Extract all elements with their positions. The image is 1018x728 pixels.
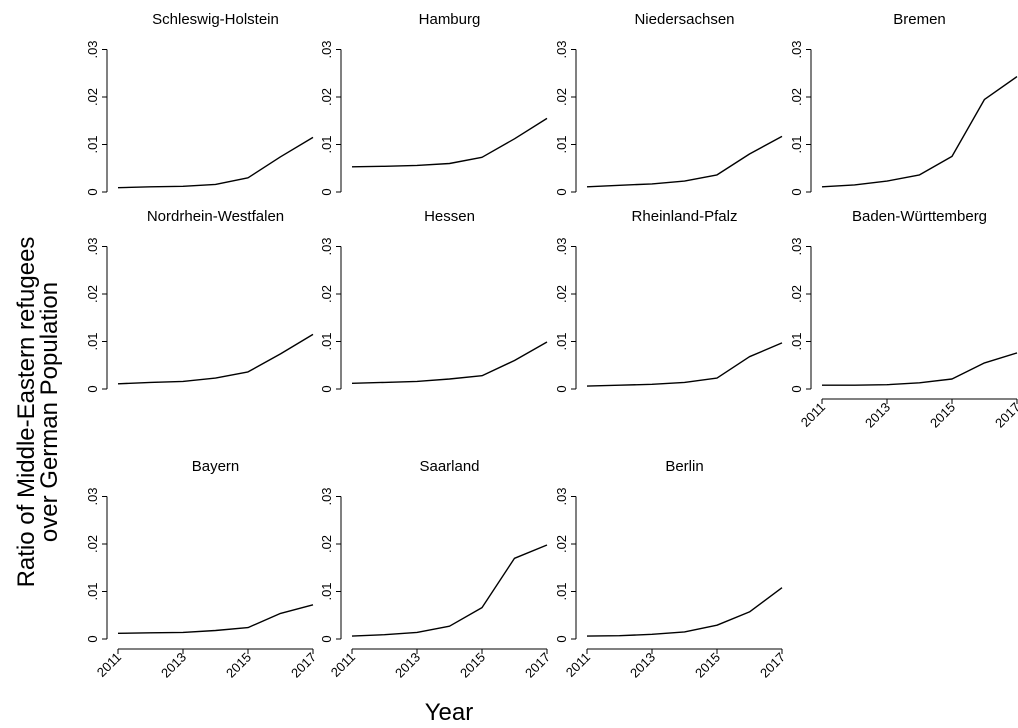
x-tick-label: 2015 <box>692 650 723 681</box>
series-line-bremen <box>821 76 1018 188</box>
y-tick-label: 0 <box>319 385 334 392</box>
y-tick-label: .01 <box>554 135 569 153</box>
x-tick-label: 2013 <box>627 650 658 681</box>
series-line-bayern <box>117 604 314 634</box>
series-line-nordrhein-westfalen <box>117 333 314 385</box>
y-tick-label: .03 <box>319 237 334 255</box>
y-tick-label: 0 <box>85 635 100 642</box>
x-tick-label: 2011 <box>328 650 358 680</box>
y-tick-label: .03 <box>554 40 569 58</box>
panel-title: Baden-Württemberg <box>852 208 987 225</box>
x-tick-label: 2017 <box>992 400 1018 431</box>
y-tick-label: 0 <box>85 188 100 195</box>
x-tick-label: 2013 <box>392 650 423 681</box>
series-line-rheinland-pfalz <box>586 342 783 387</box>
y-tick-label: .02 <box>554 88 569 106</box>
panel-title: Rheinland-Pfalz <box>632 208 738 225</box>
panel-rheinland-pfalz: Rheinland-Pfalz 0 .01 .02 .03 <box>554 208 783 393</box>
panel-title: Hamburg <box>419 11 481 28</box>
y-tick-label: .03 <box>319 40 334 58</box>
panels: Schleswig-Holstein 0 .01 .02 .03 Hamburg 0 .01.… <box>85 11 1018 681</box>
panel-hamburg: Hamburg 0 .01 .02 .03 <box>319 11 548 196</box>
panel-saarland: Saarland 0 .01 .02 .03 2011 2013 2015 2017 <box>319 458 553 681</box>
y-tick-label: .02 <box>319 535 334 553</box>
y-tick-label: .02 <box>789 285 804 303</box>
y-tick-label: 0 <box>789 385 804 392</box>
y-tick-label: .03 <box>554 487 569 505</box>
series-line-saarland <box>351 544 548 637</box>
x-tick-label: 2017 <box>522 650 553 681</box>
y-tick-label: .03 <box>319 487 334 505</box>
y-tick-label: .01 <box>85 582 100 600</box>
x-tick-label: 2017 <box>757 650 788 681</box>
panel-baden-w-rttemberg: Baden-Württemberg 0 .01 .02 .03 2011 2013 2015 2… <box>789 208 1018 431</box>
y-tick-label: .03 <box>789 237 804 255</box>
x-axis-label: Year <box>425 699 474 726</box>
y-tick-label: 0 <box>554 635 569 642</box>
y-tick-label: 0 <box>319 635 334 642</box>
y-axis-label-line-2: over German Population <box>36 282 63 542</box>
panel-title: Niedersachsen <box>634 11 734 28</box>
x-tick-label: 2015 <box>457 650 488 681</box>
panel-nordrhein-westfalen: Nordrhein-Westfalen 0 .01 .02 .03 <box>85 208 314 393</box>
x-tick-label: 2017 <box>288 650 319 681</box>
panel-hessen: Hessen 0 .01 .02 .03 <box>319 208 548 393</box>
y-tick-label: .02 <box>85 285 100 303</box>
x-tick-label: 2011 <box>94 650 124 680</box>
series-line-hamburg <box>351 117 548 168</box>
y-tick-label: .01 <box>789 332 804 350</box>
x-tick-label: 2011 <box>798 400 828 430</box>
y-tick-label: .01 <box>554 582 569 600</box>
y-axis-label-line-1: Ratio of Middle-Eastern refugees <box>13 237 40 588</box>
series-line-berlin <box>586 587 783 637</box>
series-line-baden-w-rttemberg <box>822 352 1018 386</box>
x-tick-label: 2011 <box>563 650 593 680</box>
y-tick-label: 0 <box>554 385 569 392</box>
y-tick-label: .03 <box>85 40 100 58</box>
y-tick-label: .02 <box>85 535 100 553</box>
panel-niedersachsen: Niedersachsen 0 .01 .02 .03 <box>554 11 783 196</box>
panel-bremen: Bremen 0 .01 .02 .03 <box>789 11 1018 196</box>
series-line-hessen <box>351 341 548 384</box>
y-tick-label: .02 <box>319 88 334 106</box>
panel-bayern: Bayern 0 .01 .02 .03 2011 2013 2015 2017 <box>85 458 319 681</box>
y-tick-label: .01 <box>319 135 334 153</box>
y-tick-label: 0 <box>789 188 804 195</box>
y-tick-label: .02 <box>554 285 569 303</box>
y-tick-label: .02 <box>85 88 100 106</box>
y-tick-label: .02 <box>789 88 804 106</box>
y-tick-label: .01 <box>789 135 804 153</box>
panel-title: Nordrhein-Westfalen <box>147 208 284 225</box>
y-tick-label: .01 <box>85 332 100 350</box>
x-tick-label: 2013 <box>862 400 893 431</box>
series-line-schleswig-holstein <box>117 136 314 189</box>
y-tick-label: .01 <box>554 332 569 350</box>
y-tick-label: .03 <box>789 40 804 58</box>
panel-berlin: Berlin 0 .01 .02 .03 2011 2013 2015 2017 <box>554 458 788 681</box>
panel-title: Berlin <box>665 458 703 475</box>
y-tick-label: .02 <box>319 285 334 303</box>
y-tick-label: 0 <box>554 188 569 195</box>
panel-schleswig-holstein: Schleswig-Holstein 0 .01 .02 .03 <box>85 11 314 196</box>
y-tick-label: 0 <box>319 188 334 195</box>
panel-title: Bayern <box>192 458 240 475</box>
panel-title: Saarland <box>419 458 479 475</box>
series-line-niedersachsen <box>586 135 783 188</box>
panel-title: Bremen <box>893 11 946 28</box>
y-tick-label: .03 <box>85 237 100 255</box>
y-tick-label: .01 <box>85 135 100 153</box>
y-tick-label: .02 <box>554 535 569 553</box>
y-tick-label: .03 <box>85 487 100 505</box>
x-tick-label: 2015 <box>223 650 254 681</box>
y-tick-label: .01 <box>319 582 334 600</box>
y-tick-label: 0 <box>85 385 100 392</box>
y-tick-label: .03 <box>554 237 569 255</box>
panel-title: Schleswig-Holstein <box>152 11 279 28</box>
x-tick-label: 2015 <box>927 400 958 431</box>
panel-title: Hessen <box>424 208 475 225</box>
x-tick-label: 2013 <box>158 650 189 681</box>
y-tick-label: .01 <box>319 332 334 350</box>
